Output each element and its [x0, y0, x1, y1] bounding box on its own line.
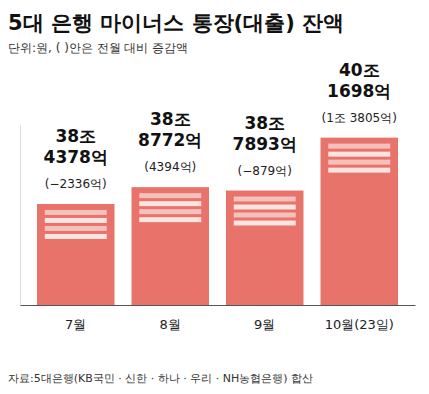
data-label: 40조1698억: [327, 60, 391, 101]
change-label: (−2336억): [45, 177, 107, 191]
bar: [37, 204, 114, 305]
title: 5대 은행 마이너스 통장(대출) 잔액: [8, 11, 344, 35]
bars: [37, 138, 398, 305]
bar-decoration: [328, 152, 390, 157]
bar: [321, 138, 398, 305]
x-tick-label: 10월(23일): [325, 317, 394, 332]
x-tick-label: 9월: [254, 317, 275, 332]
x-tick: 8월: [160, 305, 181, 332]
bar-decoration: [234, 213, 296, 218]
bar-decoration: [234, 205, 296, 210]
x-tick-label: 8월: [160, 317, 181, 332]
subtitle: 단위:원, ( )안은 전월 대비 증감액: [8, 41, 188, 55]
bar-decoration: [139, 217, 201, 222]
bar-decoration: [139, 193, 201, 198]
data-label: 38조8772억: [138, 109, 202, 150]
data-labels: 38조4378억 (−2336억) 38조8772억 (4394억) 38조7893억 (…: [44, 60, 397, 191]
data-label: 38조4378억: [44, 126, 108, 167]
bar-decoration: [139, 209, 201, 214]
change-label: (1조 3805억): [322, 111, 397, 125]
source: 자료:5대은행(KB국민 · 신한 · 하나 · 우리 · NH농협은행) 합산: [8, 372, 313, 385]
bar: [226, 191, 303, 305]
x-axis: 7월 8월 9월 10월(23일): [21, 305, 416, 332]
change-label: (4394억): [144, 160, 196, 174]
data-label: 38조7893억: [233, 113, 297, 154]
x-axis-line: [21, 305, 416, 306]
change-label: (−879억): [238, 164, 292, 178]
y-axis: [20, 126, 21, 306]
bar-decoration: [139, 201, 201, 206]
bar: [132, 187, 209, 305]
bar-decoration: [328, 160, 390, 165]
y-axis-line: [20, 126, 21, 306]
x-tick: 10월(23일): [325, 305, 394, 332]
bar-decoration: [45, 226, 107, 231]
bar-decoration: [45, 210, 107, 215]
bar-decoration: [45, 218, 107, 223]
x-tick: 9월: [254, 305, 275, 332]
chart: 5대 은행 마이너스 통장(대출) 잔액단위:원, ( )안은 전월 대비 증감…: [0, 0, 429, 394]
bar-decoration: [328, 168, 390, 173]
bar-decoration: [45, 234, 107, 239]
bar-decoration: [234, 221, 296, 226]
bar-decoration: [328, 144, 390, 149]
x-tick: 7월: [65, 305, 86, 332]
x-tick-label: 7월: [65, 317, 86, 332]
bar-decoration: [234, 197, 296, 202]
